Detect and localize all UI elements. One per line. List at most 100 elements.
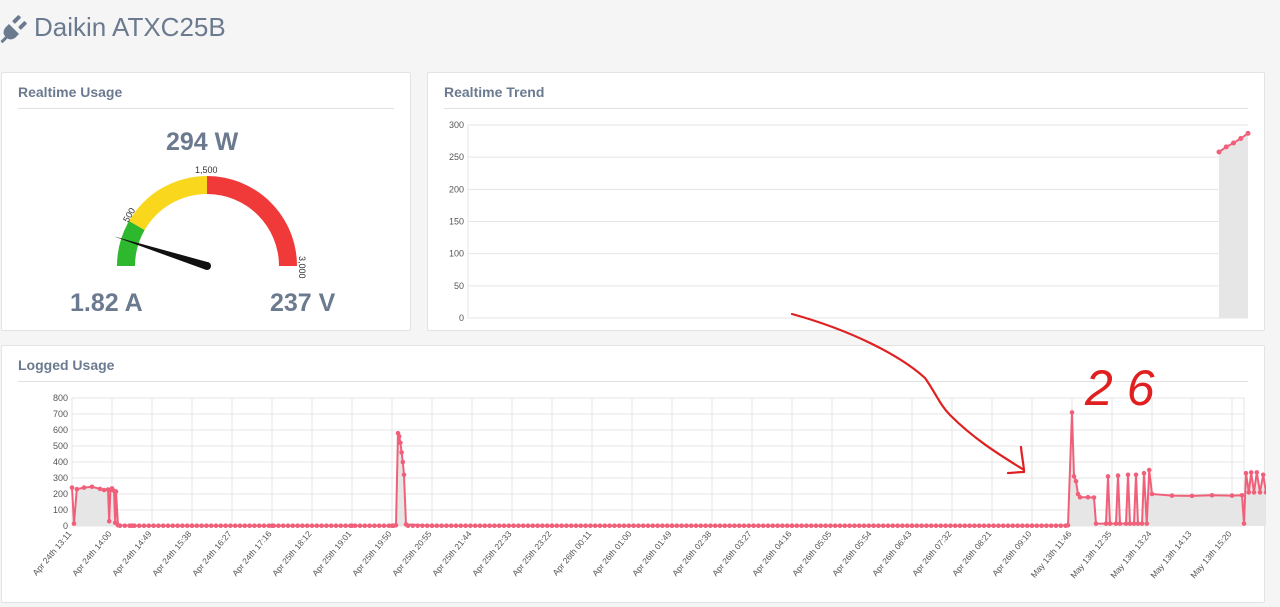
logged-point: [160, 523, 166, 528]
logged-xtick-label: Apr 26th 08:21: [950, 529, 994, 578]
logged-point: [439, 523, 444, 528]
logged-point: [496, 523, 502, 528]
realtime-usage-card: Realtime Usage 294 W 500 1,500 3,000 1.8…: [1, 72, 411, 331]
logged-point: [415, 523, 420, 528]
logged-point: [444, 523, 449, 528]
logged-point: [991, 523, 996, 528]
logged-xtick-label: Apr 26th 07:32: [910, 529, 954, 578]
trend-point: [1231, 140, 1236, 146]
logged-point: [616, 523, 622, 528]
logged-point: [324, 523, 329, 528]
logged-point: [97, 486, 103, 492]
logged-point: [194, 523, 200, 528]
logged-point: [381, 523, 387, 528]
logged-point: [1251, 490, 1257, 495]
logged-point: [1254, 470, 1260, 475]
logged-point: [904, 523, 910, 528]
realtime-trend-card: Realtime Trend 0 50 100 150 200 250 300: [427, 72, 1265, 331]
trend-ytick-label: 0: [459, 313, 464, 323]
logged-point: [943, 523, 948, 528]
logged-point: [208, 523, 214, 528]
logged-point: [333, 523, 339, 528]
logged-point: [765, 523, 771, 528]
logged-ytick-label: 800: [53, 393, 68, 403]
logged-point: [900, 523, 905, 528]
logged-point: [261, 523, 267, 528]
logged-point: [933, 523, 939, 528]
logged-point: [549, 523, 555, 528]
logged-point: [756, 523, 761, 528]
logged-point: [1077, 494, 1083, 500]
power-gauge: 500 1,500 3,000: [113, 165, 307, 279]
logged-point: [304, 523, 310, 528]
logged-point: [957, 523, 963, 528]
logged-point: [780, 523, 785, 528]
logged-ytick-label: 100: [53, 505, 68, 515]
logged-point: [424, 523, 430, 528]
gauge-label-1500: 1,500: [195, 165, 218, 175]
logged-xtick-label: Apr 26th 05:54: [830, 529, 874, 578]
logged-point: [399, 450, 404, 455]
logged-point: [962, 523, 968, 528]
logged-point: [506, 523, 512, 528]
logged-xtick-label: Apr 24th 15:38: [150, 529, 194, 578]
logged-point: [952, 523, 958, 528]
logged-xtick-label: Apr 26th 03:27: [710, 529, 754, 578]
logged-point: [621, 523, 627, 528]
logged-point: [981, 523, 987, 528]
logged-point: [760, 523, 766, 528]
logged-point: [487, 523, 492, 528]
logged-ytick-label: 0: [63, 521, 68, 531]
logged-point: [1257, 490, 1263, 495]
logged-point: [842, 523, 848, 528]
logged-point: [1029, 523, 1035, 528]
logged-point: [804, 523, 809, 528]
logged-point: [410, 523, 416, 528]
logged-point: [693, 523, 699, 528]
logged-xtick-label: Apr 25th 18:12: [270, 529, 314, 578]
logged-point: [895, 523, 900, 528]
logged-ytick-label: 500: [53, 441, 68, 451]
logged-point: [328, 523, 334, 528]
logged-point: [789, 523, 795, 528]
logged-point: [252, 523, 257, 528]
logged-point: [516, 523, 521, 528]
gauge-band-0: [117, 221, 145, 266]
realtime-trend-title: Realtime Trend: [444, 84, 545, 100]
logged-point: [400, 459, 406, 465]
logged-point: [1131, 521, 1137, 526]
logged-point: [280, 523, 286, 528]
logged-point: [712, 523, 718, 528]
logged-point: [866, 523, 872, 528]
logged-point: [573, 523, 579, 528]
logged-point: [74, 486, 80, 492]
logged-point: [736, 523, 742, 528]
logged-point: [1069, 410, 1075, 415]
voltage-value: 237 V: [270, 289, 336, 317]
logged-point: [722, 523, 728, 528]
gauge-needle-pointer: [113, 236, 209, 270]
logged-point: [228, 523, 233, 528]
card-divider: [444, 108, 1248, 109]
logged-point: [1005, 523, 1011, 528]
logged-point: [919, 523, 924, 528]
logged-point: [352, 523, 358, 528]
logged-point: [1048, 523, 1054, 528]
logged-ytick-label: 300: [53, 473, 68, 483]
logged-xtick-label: Apr 26th 02:38: [670, 529, 714, 578]
logged-point: [242, 523, 248, 528]
logged-point: [156, 523, 161, 528]
gauge-needle: [113, 236, 211, 270]
logged-point: [818, 523, 824, 528]
logged-point: [794, 523, 800, 528]
logged-point: [717, 523, 723, 528]
logged-point: [1105, 474, 1111, 479]
logged-point: [247, 523, 252, 528]
logged-point: [1091, 495, 1097, 500]
logged-point: [338, 523, 344, 528]
logged-point: [602, 523, 608, 528]
logged-point: [1044, 523, 1049, 528]
logged-point: [871, 523, 876, 528]
logged-point: [1071, 474, 1077, 479]
